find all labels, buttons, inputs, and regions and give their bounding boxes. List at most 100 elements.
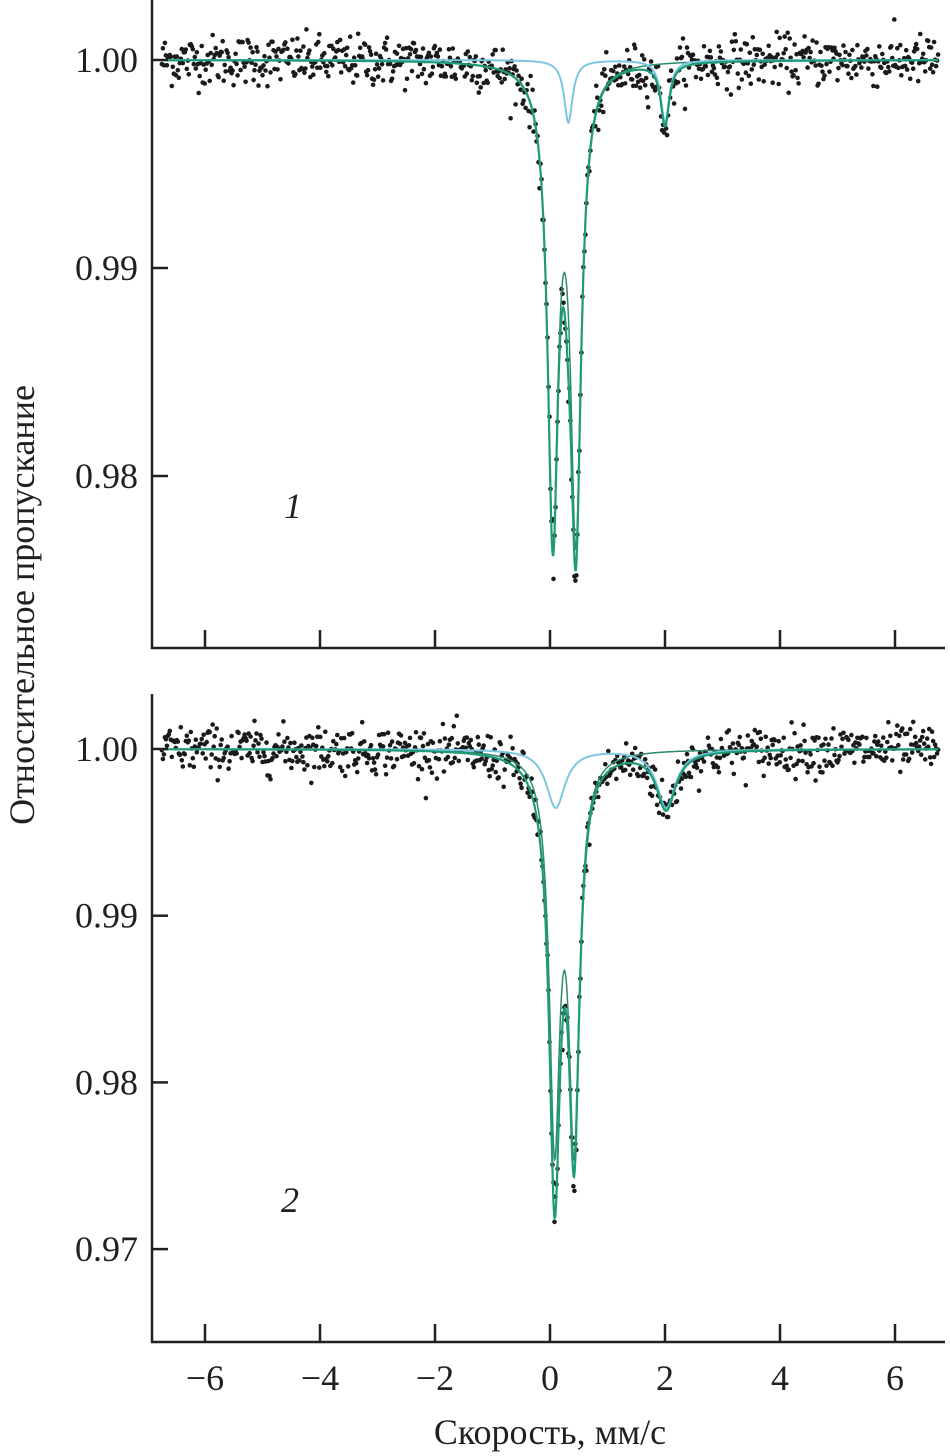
data-point [925, 744, 931, 749]
data-point [413, 47, 419, 53]
data-point [879, 65, 884, 71]
data-point [644, 775, 650, 781]
data-point [735, 71, 741, 76]
data-point [642, 757, 648, 762]
data-point [200, 751, 205, 756]
data-point [665, 814, 671, 820]
data-point [483, 68, 489, 73]
data-point [193, 66, 199, 71]
data-point [507, 66, 512, 71]
data-point [261, 750, 266, 755]
data-point [639, 53, 645, 58]
data-point [262, 753, 267, 759]
data-point [531, 129, 536, 134]
data-point [864, 53, 869, 58]
data-point [383, 772, 389, 777]
data-point [238, 67, 243, 73]
data-point [373, 772, 379, 777]
data-point [853, 63, 858, 69]
data-point [880, 51, 885, 57]
data-point [175, 739, 181, 744]
data-point [394, 756, 400, 762]
data-point [184, 733, 190, 738]
data-point [394, 51, 400, 56]
data-point [318, 65, 323, 70]
data-point [180, 764, 186, 769]
data-point [819, 63, 824, 69]
data-point [786, 90, 791, 96]
data-point [873, 733, 878, 739]
data-point [430, 64, 436, 70]
data-point [359, 719, 365, 725]
data-point [922, 757, 928, 762]
data-point [201, 732, 206, 738]
data-point [248, 45, 253, 50]
data-point [215, 778, 220, 783]
data-point [711, 65, 717, 71]
data-point [656, 810, 662, 816]
data-point [271, 751, 276, 756]
data-point [257, 754, 262, 760]
data-point [209, 752, 214, 757]
data-point [718, 736, 724, 742]
data-point [262, 53, 267, 59]
data-point [674, 799, 680, 804]
data-point [731, 771, 737, 777]
data-point [827, 69, 832, 74]
data-point [229, 733, 234, 739]
data-point [917, 31, 923, 37]
data-point [810, 38, 815, 43]
data-point [743, 70, 749, 75]
data-point [253, 738, 258, 743]
data-point [295, 36, 300, 41]
data-point [243, 79, 248, 85]
data-point [675, 759, 681, 764]
data-point [419, 766, 425, 772]
data-point [343, 52, 349, 58]
data-point [632, 745, 638, 751]
data-point [267, 55, 272, 60]
data-point [907, 76, 913, 82]
data-point [302, 70, 307, 76]
data-point [407, 735, 413, 741]
data-point [724, 87, 730, 92]
data-point [749, 738, 755, 744]
data-point [191, 61, 197, 67]
data-point [237, 744, 242, 750]
data-point [365, 67, 371, 73]
data-point [776, 738, 781, 744]
data-point [292, 740, 297, 745]
data-point [760, 51, 765, 57]
data-point [193, 737, 199, 742]
data-point [411, 41, 417, 46]
data-point [197, 73, 202, 79]
data-point [342, 64, 348, 69]
data-point [343, 750, 349, 755]
data-point [398, 733, 404, 738]
data-point [898, 42, 903, 48]
data-point [621, 64, 627, 69]
data-point [693, 74, 699, 80]
data-point [510, 746, 515, 751]
data-point [916, 744, 922, 749]
data-point [481, 743, 487, 748]
data-point [389, 739, 395, 744]
data-point [888, 733, 893, 739]
data-point [756, 759, 762, 765]
data-point [236, 730, 241, 736]
data-point [601, 109, 606, 115]
data-point [207, 78, 212, 84]
curve-total-fit [161, 748, 939, 1221]
data-point [747, 50, 753, 56]
data-point [312, 764, 317, 770]
data-point [712, 72, 718, 77]
data-point [268, 776, 273, 782]
data-point [727, 64, 733, 69]
data-point [763, 734, 768, 740]
data-point [573, 578, 578, 583]
data-point [196, 90, 201, 96]
data-point [266, 42, 271, 48]
data-point [915, 78, 921, 84]
data-point [326, 73, 331, 79]
